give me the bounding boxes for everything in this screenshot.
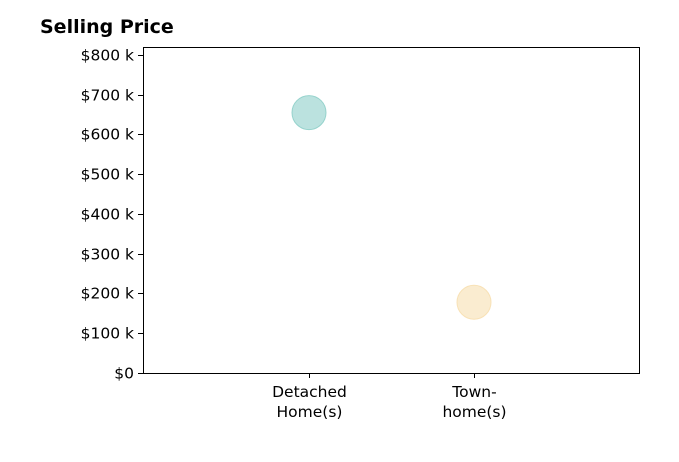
data-point <box>456 284 492 320</box>
x-tick-label: Town-home(s) <box>442 383 506 421</box>
y-tick-label: $700 k <box>81 87 134 105</box>
y-tick-label: $500 k <box>81 166 134 184</box>
y-axis: $0 $100 k $200 k $300 k $400 k $500 k $600 k $7… <box>81 47 143 383</box>
y-tick-label: $0 <box>114 365 134 383</box>
y-tick-label: $300 k <box>81 246 134 264</box>
y-tick-label: $600 k <box>81 126 134 144</box>
y-tick-label: $100 k <box>81 325 134 343</box>
x-tick-label: Detached Home(s) <box>272 383 347 421</box>
plot-frame <box>143 47 640 374</box>
points-layer <box>291 95 492 320</box>
x-axis: Detached Home(s) Town-home(s) <box>272 373 507 421</box>
y-tick-label: $200 k <box>81 285 134 303</box>
data-point <box>291 95 327 131</box>
chart-title: Selling Price <box>40 16 174 38</box>
y-tick-label: $400 k <box>81 206 134 224</box>
y-tick-label: $800 k <box>81 47 134 65</box>
